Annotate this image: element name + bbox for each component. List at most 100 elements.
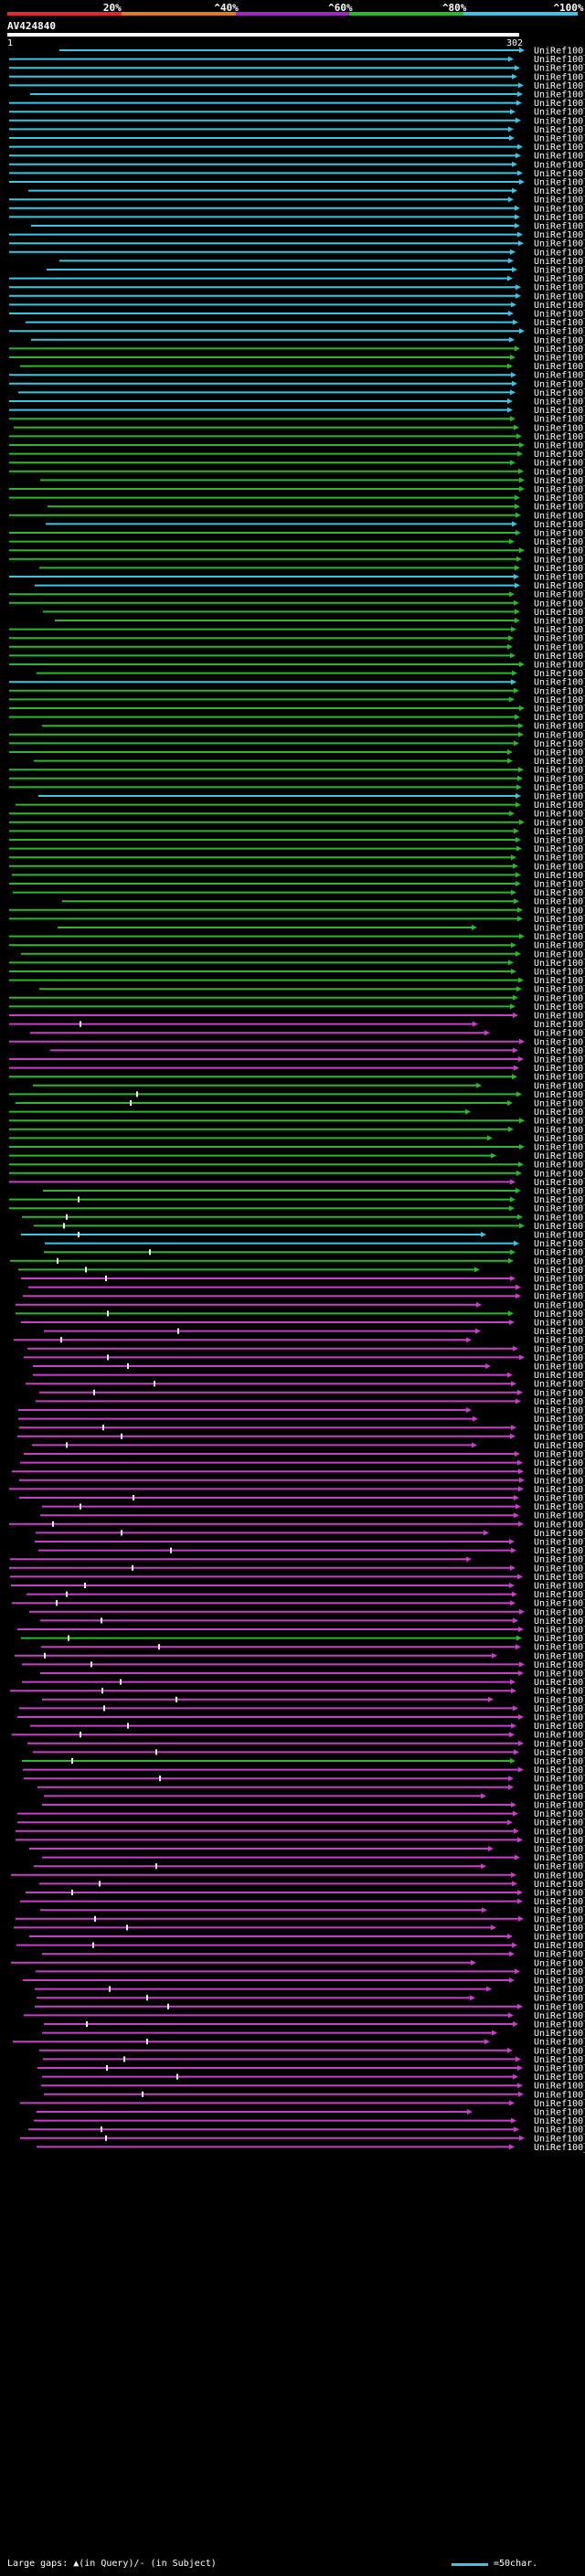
hit-label[interactable]: UniRef100_C5Y9C4 bbox=[534, 222, 585, 232]
hit-label[interactable]: UniRef100_Q6K969 bbox=[534, 301, 585, 311]
hit-label[interactable]: UniRef100_C9PT30 bbox=[534, 274, 585, 284]
hit-label[interactable]: UniRef100_A7P9R9 bbox=[534, 467, 585, 477]
hit-label[interactable]: UniRef100_B5DZ59 bbox=[534, 1406, 585, 1416]
hit-label[interactable]: UniRef100_Q9LJ69 bbox=[534, 266, 585, 276]
hit-label[interactable]: UniRef100_B6TQ29 bbox=[534, 1029, 585, 1039]
hit-label[interactable]: UniRef100_B4NYX8 bbox=[534, 2020, 585, 2030]
hit-label[interactable]: UniRef100_A9SQM8 bbox=[534, 1582, 585, 1592]
hit-label[interactable]: UniRef100_Q9SW80 bbox=[534, 730, 585, 740]
hit-label[interactable]: UniRef100_Q0J9Y2 bbox=[534, 836, 585, 846]
hit-label[interactable]: UniRef100_C1FMA9 bbox=[534, 1012, 585, 1022]
hit-label[interactable]: UniRef100_A4RBD9 bbox=[534, 1941, 585, 1951]
hit-label[interactable]: UniRef100_B9NIN3 bbox=[534, 1494, 585, 1504]
hit-label[interactable]: UniRef100_UP1000... bbox=[534, 1309, 585, 1320]
hit-label[interactable]: UniRef100_B9HAW3 bbox=[534, 99, 585, 109]
hit-label[interactable]: UniRef100_Q7S969 bbox=[534, 1643, 585, 1653]
hit-label[interactable]: UniRef100_B5YG46 bbox=[534, 1502, 585, 1512]
hit-label[interactable]: UniRef100_C0PPV9 bbox=[534, 283, 585, 293]
hit-label[interactable]: UniRef100_A6R4S2 bbox=[534, 1204, 585, 1214]
hit-label[interactable]: UniRef100_A7S8G8 bbox=[534, 1256, 585, 1267]
hit-label[interactable]: UniRef100_A1CGU5 bbox=[534, 1161, 585, 1171]
hit-label[interactable]: UniRef100_C5MJS3 bbox=[534, 2125, 585, 2136]
hit-label[interactable]: UniRef100_B4FQ68 bbox=[534, 1573, 585, 1583]
hit-label[interactable]: UniRef100_C5PAZ1 bbox=[534, 1055, 585, 1065]
hit-label[interactable]: UniRef100_C1GAM1 bbox=[534, 1125, 585, 1135]
hit-label[interactable]: UniRef100_A1DEN1 bbox=[534, 1151, 585, 1161]
hit-label[interactable]: UniRef100_UP1000... bbox=[534, 1695, 585, 1705]
hit-label[interactable]: UniRef100_B9STB0 bbox=[534, 1985, 585, 1995]
hit-label[interactable]: UniRef100_B4L395 bbox=[534, 2038, 585, 2048]
hit-label[interactable]: UniRef100_B6QU22 bbox=[534, 1081, 585, 1091]
hit-label[interactable]: UniRef100_Q9LJH8 bbox=[534, 1748, 585, 1758]
hit-label[interactable]: UniRef100_A1D2M1 bbox=[534, 1687, 585, 1697]
hit-label[interactable]: UniRef100_Q5RE73 bbox=[534, 257, 585, 267]
hit-label[interactable]: UniRef100_C3ZNE1 bbox=[534, 1485, 585, 1495]
hit-label[interactable]: UniRef100_Q2EDE3 bbox=[534, 739, 585, 749]
hit-label[interactable]: UniRef100_B6TS13 bbox=[534, 310, 585, 320]
hit-label[interactable]: UniRef100_B9SHD4 bbox=[534, 642, 585, 652]
hit-label[interactable]: UniRef100_B8BD68 bbox=[534, 1994, 585, 2004]
hit-label[interactable]: UniRef100_C7YZ27 bbox=[534, 2108, 585, 2118]
hit-label[interactable]: UniRef100_B4FE94 bbox=[534, 888, 585, 898]
hit-label[interactable]: UniRef100_A2YLV2 bbox=[534, 985, 585, 995]
hit-label[interactable]: UniRef100_Q9SX79 bbox=[534, 722, 585, 732]
hit-label[interactable]: UniRef100_Q1DN20 bbox=[534, 1792, 585, 1802]
hit-label[interactable]: UniRef100_B6HKW0 bbox=[534, 1213, 585, 1223]
hit-label[interactable]: UniRef100_UP1000... bbox=[534, 1950, 585, 1960]
hit-label[interactable]: UniRef100_C3YIC3 bbox=[534, 1178, 585, 1188]
hit-label[interactable]: UniRef100_Q9LNS1 bbox=[534, 1626, 585, 1636]
hit-label[interactable]: UniRef100_Q5R4G2 bbox=[534, 1388, 585, 1398]
hit-label[interactable]: UniRef100_Q9LEB3 bbox=[534, 160, 585, 170]
hit-label[interactable]: UniRef100_Q0E994 bbox=[534, 1239, 585, 1249]
hit-label[interactable]: UniRef100_B9IOE1 bbox=[534, 652, 585, 662]
hit-label[interactable]: UniRef100_B9FFF9 bbox=[534, 520, 585, 530]
hit-label[interactable]: UniRef100_B4QS07 bbox=[534, 1362, 585, 1373]
hit-label[interactable]: UniRef100_Q8S5S7 bbox=[534, 2002, 585, 2012]
hit-label[interactable]: UniRef100_B4FLS2 bbox=[534, 143, 585, 153]
hit-label[interactable]: UniRef100_Q6Q176 bbox=[534, 1380, 585, 1390]
hit-label[interactable]: UniRef100_UP1000... bbox=[534, 1511, 585, 1521]
hit-label[interactable]: UniRef100_C5Y8Q1 bbox=[534, 529, 585, 539]
hit-label[interactable]: UniRef100_UP1000... bbox=[534, 1520, 585, 1530]
hit-label[interactable]: UniRef100_B7E560 bbox=[534, 230, 585, 240]
hit-label[interactable]: UniRef100_Q1J759 bbox=[534, 1651, 585, 1661]
hit-label[interactable]: UniRef100_Q9ZWI7 bbox=[534, 2072, 585, 2083]
hit-label[interactable]: UniRef100_B4F9Q5 bbox=[534, 941, 585, 951]
hit-label[interactable]: UniRef100_A5C5B3 bbox=[534, 476, 585, 486]
hit-label[interactable]: UniRef100_C0Z2D4 bbox=[534, 757, 585, 767]
hit-label[interactable]: UniRef100_Q8LAP3 bbox=[534, 1757, 585, 1767]
hit-label[interactable]: UniRef100_A2XEQ6 bbox=[534, 1327, 585, 1337]
hit-label[interactable]: UniRef100_B6Q1L8 bbox=[534, 1809, 585, 1819]
hit-label[interactable]: UniRef100_UP1000... bbox=[534, 1283, 585, 1293]
hit-label[interactable]: UniRef100_Q1GNF8 bbox=[534, 1914, 585, 1924]
hit-label[interactable]: UniRef100_B9QHE3 bbox=[534, 1801, 585, 1811]
hit-label[interactable]: UniRef100_A9NWH0 bbox=[534, 853, 585, 864]
hit-label[interactable]: UniRef100_C4YFN1 bbox=[534, 2116, 585, 2126]
hit-label[interactable]: UniRef100_B9H808 bbox=[534, 72, 585, 82]
hit-label[interactable]: UniRef100_C1BU34 bbox=[534, 1775, 585, 1785]
hit-label[interactable]: UniRef100_Q9GZ17 bbox=[534, 1344, 585, 1354]
hit-label[interactable]: UniRef100_B6U381 bbox=[534, 1564, 585, 1574]
hit-label[interactable]: UniRef100_C6HJD8 bbox=[534, 1187, 585, 1197]
hit-label[interactable]: UniRef100_A7NZ31 bbox=[534, 441, 585, 451]
hit-label[interactable]: UniRef100_C5FJQ7 bbox=[534, 1924, 585, 1934]
hit-label[interactable]: UniRef100_C5X8P4 bbox=[534, 1248, 585, 1258]
hit-label[interactable]: UniRef100_C5XTV7 bbox=[534, 748, 585, 758]
hit-label[interactable]: UniRef100_A6SPE0 bbox=[534, 2134, 585, 2144]
hit-label[interactable]: UniRef100_Q6CA89 bbox=[534, 1783, 585, 1793]
hit-label[interactable]: UniRef100_C0P539 bbox=[534, 915, 585, 925]
hit-label[interactable]: UniRef100_A7P9G1 bbox=[534, 64, 585, 74]
hit-label[interactable]: UniRef100_B9N6J6 bbox=[534, 705, 585, 715]
hit-label[interactable]: UniRef100_A6SJZ9 bbox=[534, 1266, 585, 1276]
hit-label[interactable]: UniRef100_A9RPW5 bbox=[534, 800, 585, 811]
hit-label[interactable]: UniRef100_A9TZW4 bbox=[534, 354, 585, 364]
hit-label[interactable]: UniRef100_B4FE43 bbox=[534, 1020, 585, 1030]
hit-label[interactable]: UniRef100_B3H433 bbox=[534, 1634, 585, 1644]
hit-label[interactable]: UniRef100_B9H1T9 bbox=[534, 503, 585, 513]
hit-label[interactable]: UniRef100_A9NQS2 bbox=[534, 617, 585, 627]
hit-label[interactable]: UniRef100_B4GX05 bbox=[534, 906, 585, 916]
hit-label[interactable]: UniRef100_C5XYL1 bbox=[534, 485, 585, 495]
hit-label[interactable]: UniRef100_B9FCM3 bbox=[534, 844, 585, 854]
hit-label[interactable]: UniRef100_B9H6H6 bbox=[534, 1765, 585, 1776]
hit-label[interactable]: UniRef100_C5HNS6 bbox=[534, 1222, 585, 1232]
